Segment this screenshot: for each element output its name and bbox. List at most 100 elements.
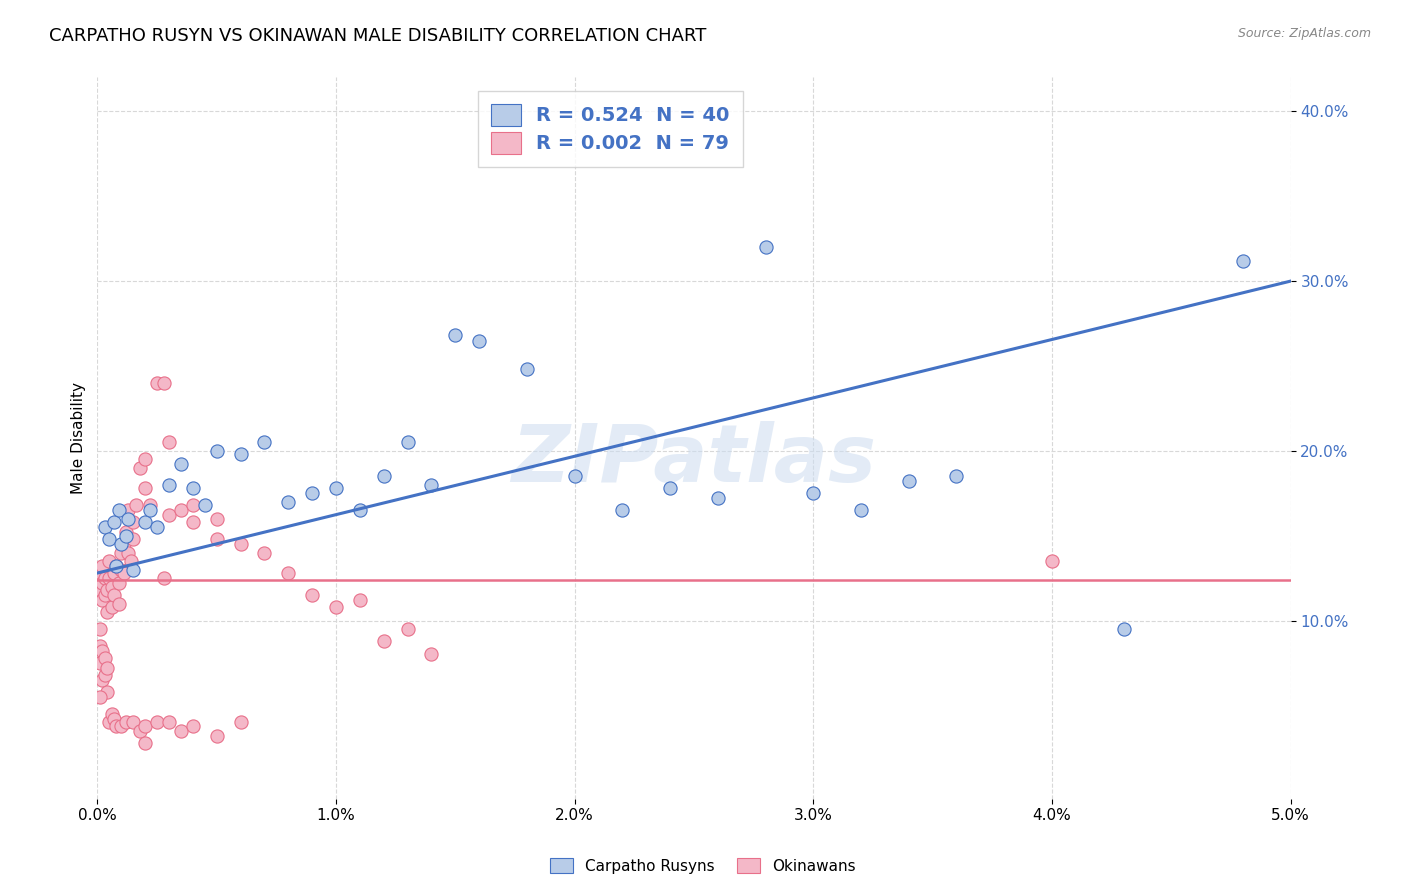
Point xyxy=(96,685,118,699)
Point xyxy=(115,715,138,730)
Point xyxy=(100,706,122,721)
Point xyxy=(134,515,156,529)
Text: ZIPatlas: ZIPatlas xyxy=(512,421,876,499)
Point xyxy=(277,566,299,580)
Point xyxy=(229,715,252,730)
Point xyxy=(1112,622,1135,636)
Point xyxy=(91,576,114,591)
Point xyxy=(129,460,152,475)
Point xyxy=(89,622,111,636)
Point xyxy=(120,554,142,568)
Point xyxy=(110,719,132,733)
Point xyxy=(420,648,443,662)
Point xyxy=(96,605,118,619)
Point xyxy=(755,240,778,254)
Point xyxy=(100,580,122,594)
Point xyxy=(108,576,131,591)
Point xyxy=(117,512,139,526)
Point xyxy=(253,546,276,560)
Point xyxy=(146,715,169,730)
Point xyxy=(516,362,538,376)
Point xyxy=(110,537,132,551)
Point xyxy=(1040,554,1063,568)
Point xyxy=(170,723,193,738)
Point xyxy=(91,559,114,574)
Point xyxy=(301,486,323,500)
Point xyxy=(96,582,118,597)
Point xyxy=(181,515,204,529)
Point xyxy=(205,443,228,458)
Point xyxy=(93,588,115,602)
Point xyxy=(98,571,121,585)
Point xyxy=(93,668,115,682)
Point xyxy=(659,481,682,495)
Point xyxy=(105,719,128,733)
Point xyxy=(117,503,139,517)
Point xyxy=(89,690,111,704)
Point xyxy=(93,651,115,665)
Point xyxy=(108,597,131,611)
Point xyxy=(349,593,371,607)
Point xyxy=(612,503,634,517)
Point xyxy=(205,532,228,546)
Point xyxy=(157,508,180,523)
Point xyxy=(122,715,145,730)
Point xyxy=(707,491,730,506)
Point xyxy=(153,376,176,390)
Point xyxy=(103,515,125,529)
Point xyxy=(98,715,121,730)
Point xyxy=(124,498,146,512)
Text: Source: ZipAtlas.com: Source: ZipAtlas.com xyxy=(1237,27,1371,40)
Point xyxy=(146,376,169,390)
Point xyxy=(89,639,111,653)
Point xyxy=(89,566,111,580)
Point xyxy=(181,498,204,512)
Text: CARPATHO RUSYN VS OKINAWAN MALE DISABILITY CORRELATION CHART: CARPATHO RUSYN VS OKINAWAN MALE DISABILI… xyxy=(49,27,707,45)
Point xyxy=(801,486,824,500)
Point xyxy=(129,723,152,738)
Point xyxy=(93,571,115,585)
Point xyxy=(564,469,586,483)
Point xyxy=(134,452,156,467)
Point xyxy=(115,525,138,540)
Point xyxy=(146,520,169,534)
Point xyxy=(229,537,252,551)
Point xyxy=(134,481,156,495)
Point xyxy=(122,563,145,577)
Point xyxy=(420,477,443,491)
Point xyxy=(139,503,162,517)
Point xyxy=(170,503,193,517)
Point xyxy=(301,588,323,602)
Point xyxy=(205,512,228,526)
Point xyxy=(112,566,135,580)
Point xyxy=(373,634,395,648)
Point xyxy=(134,719,156,733)
Point xyxy=(105,559,128,574)
Point xyxy=(205,729,228,743)
Point xyxy=(122,515,145,529)
Point xyxy=(105,559,128,574)
Point xyxy=(157,715,180,730)
Point xyxy=(181,719,204,733)
Point xyxy=(91,673,114,687)
Point xyxy=(153,571,176,585)
Point xyxy=(396,435,419,450)
Point xyxy=(349,503,371,517)
Point xyxy=(122,532,145,546)
Point xyxy=(112,537,135,551)
Point xyxy=(897,475,920,489)
Point xyxy=(98,532,121,546)
Point xyxy=(89,656,111,670)
Point xyxy=(96,661,118,675)
Point xyxy=(89,582,111,597)
Point xyxy=(91,593,114,607)
Point xyxy=(157,435,180,450)
Point xyxy=(100,599,122,614)
Point xyxy=(181,481,204,495)
Point xyxy=(110,563,132,577)
Point xyxy=(134,736,156,750)
Point xyxy=(91,644,114,658)
Point xyxy=(325,481,347,495)
Point xyxy=(117,546,139,560)
Point xyxy=(253,435,276,450)
